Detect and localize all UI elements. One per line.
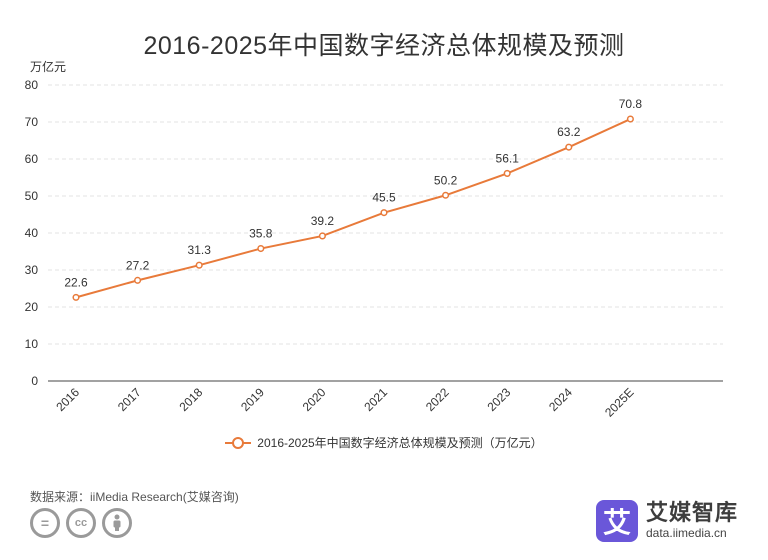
y-tick-label: 0 (31, 374, 38, 388)
x-tick-label: 2016 (53, 385, 82, 414)
y-tick-label: 50 (25, 189, 39, 203)
data-label: 70.8 (619, 97, 643, 111)
data-label: 50.2 (434, 173, 458, 187)
x-tick-label: 2020 (300, 385, 329, 414)
y-tick-label: 20 (25, 300, 39, 314)
equals-icon: = (30, 508, 60, 538)
data-point (503, 169, 511, 177)
y-tick-label: 80 (25, 78, 39, 92)
y-tick-label: 10 (25, 337, 39, 351)
legend-label: 2016-2025年中国数字经济总体规模及预测（万亿元） (257, 436, 543, 450)
x-tick-label: 2018 (177, 385, 206, 414)
data-label: 56.1 (496, 151, 520, 165)
x-tick-label: 2024 (546, 385, 575, 414)
data-point (318, 232, 326, 240)
x-tick-label: 2022 (423, 385, 452, 414)
y-tick-label: 60 (25, 152, 39, 166)
x-tick-label: 2017 (115, 385, 144, 414)
y-tick-label: 70 (25, 115, 39, 129)
data-point (380, 209, 388, 217)
data-point (565, 143, 573, 151)
data-point (626, 115, 634, 123)
chart-title: 2016-2025年中国数字经济总体规模及预测 (143, 32, 625, 60)
x-tick-label: 2021 (361, 385, 390, 414)
y-axis-unit: 万亿元 (30, 60, 67, 74)
data-label: 22.6 (64, 275, 88, 289)
license-icons: = cc (30, 508, 132, 538)
data-source: 数据来源：iiMedia Research(艾媒咨询) (30, 490, 239, 504)
data-label: 45.5 (372, 191, 396, 205)
x-tick-label: 2025E (602, 385, 636, 419)
person-icon (102, 508, 132, 538)
legend-line-marker-icon (225, 436, 252, 450)
data-point (195, 261, 203, 269)
data-point (72, 293, 80, 301)
series-line (75, 118, 631, 299)
y-tick-label: 40 (25, 226, 39, 240)
data-label: 39.2 (311, 214, 335, 228)
x-tick-label: 2023 (485, 385, 514, 414)
brand-watermark: 艾 艾媒智库 data.iimedia.cn (596, 500, 738, 542)
brand-logo-icon: 艾 (596, 500, 638, 542)
data-label: 63.2 (557, 125, 581, 139)
data-point (442, 191, 450, 199)
y-tick-label: 30 (25, 263, 39, 277)
chart-legend[interactable]: 2016-2025年中国数字经济总体规模及预测（万亿元） (0, 434, 768, 451)
x-tick-label: 2019 (238, 385, 267, 414)
data-label: 31.3 (188, 243, 212, 257)
brand-url: data.iimedia.cn (646, 526, 727, 540)
brand-name: 艾媒智库 (646, 500, 739, 525)
data-point (134, 276, 142, 284)
data-label: 35.8 (249, 227, 273, 241)
data-point (257, 244, 265, 253)
data-label: 27.2 (126, 258, 150, 272)
line-chart: 0 10 20 30 40 50 60 70 80 2016 2017 2018 2019 2020 202… (25, 78, 723, 420)
cc-icon: cc (66, 508, 96, 538)
